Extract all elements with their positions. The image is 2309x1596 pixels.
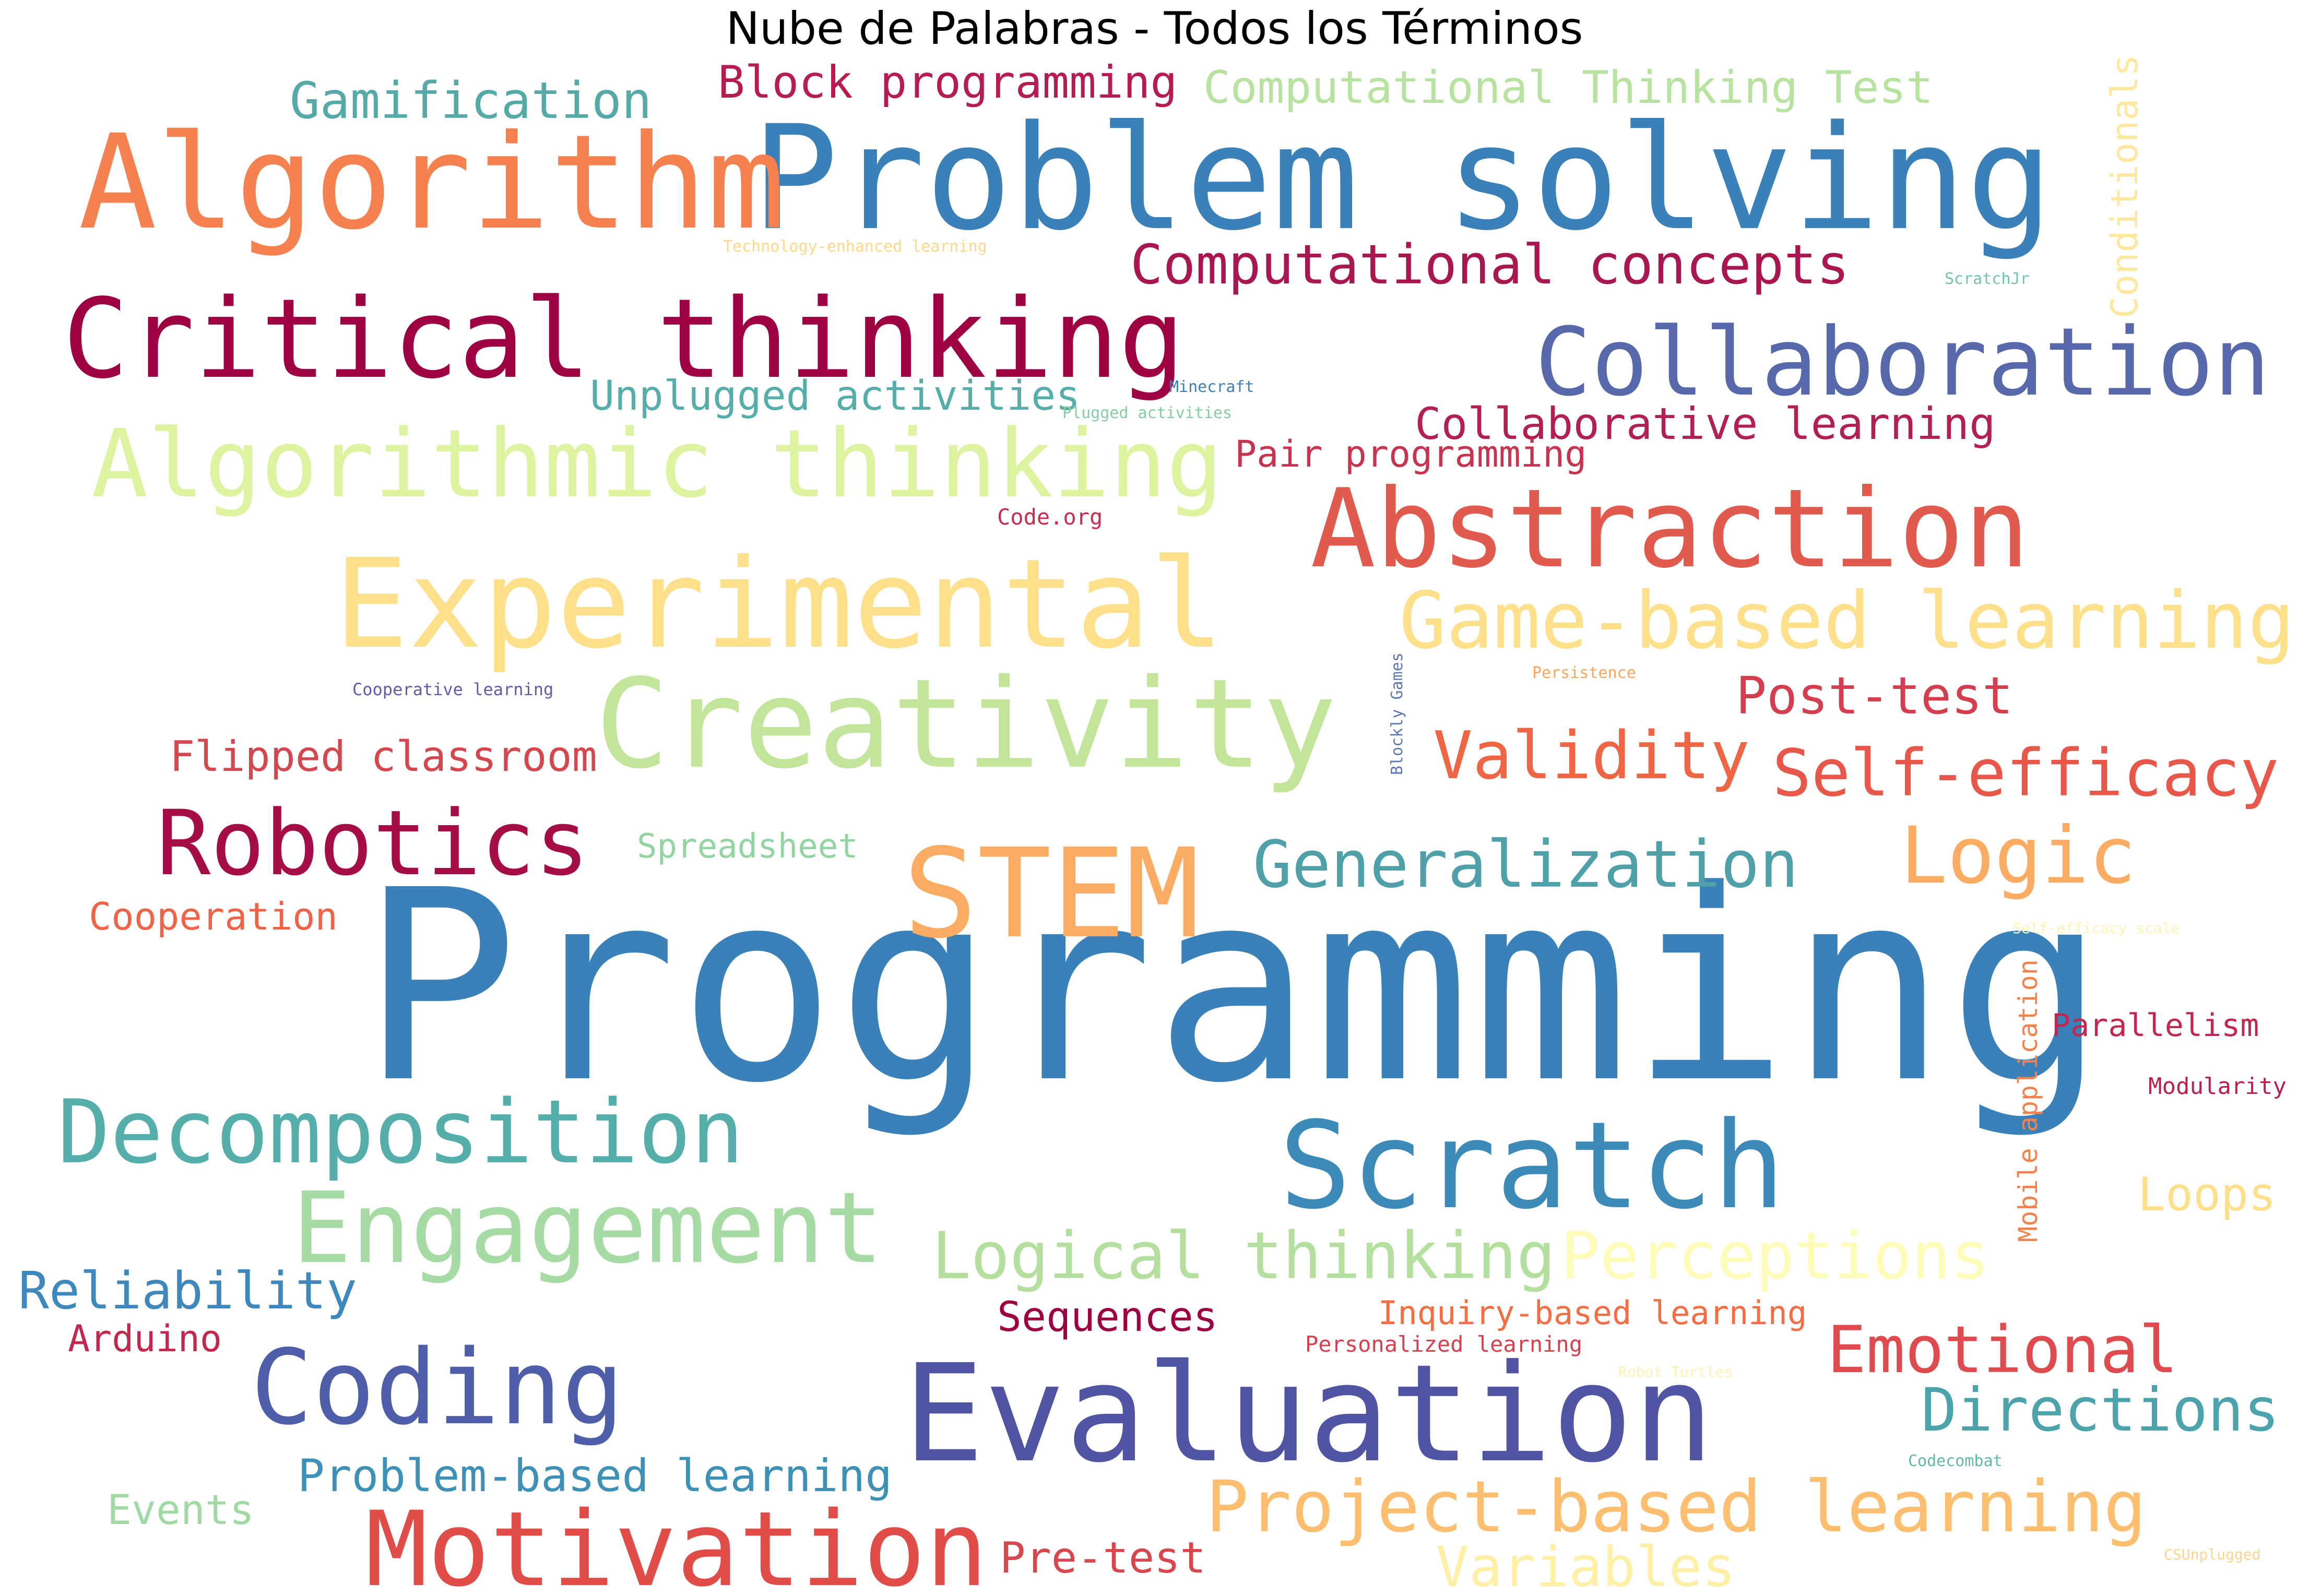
word-cooperation: Cooperation bbox=[89, 895, 338, 938]
word-block-programming: Block programming bbox=[718, 56, 1178, 109]
word-algorithm: Algorithm bbox=[78, 106, 786, 258]
word-project-based-learning: Project-based learning bbox=[1206, 1466, 2147, 1549]
word-motivation: Motivation bbox=[365, 1489, 988, 1596]
word-evaluation: Evaluation bbox=[903, 1336, 1714, 1492]
word-minecraft: Minecraft bbox=[1169, 378, 1254, 396]
word-robotics: Robotics bbox=[157, 791, 589, 896]
word-game-based-learning: Game-based learning bbox=[1399, 576, 2295, 666]
word-creativity: Creativity bbox=[595, 652, 1337, 796]
word-sequences: Sequences bbox=[997, 1294, 1218, 1341]
figure-title: Nube de Palabras - Todos los Términos bbox=[726, 3, 1583, 55]
word-loops: Loops bbox=[2138, 1168, 2276, 1221]
word-experimental: Experimental bbox=[334, 532, 1225, 676]
word-validity: Validity bbox=[1433, 717, 1750, 794]
word-mobile-application: Mobile application bbox=[2013, 959, 2043, 1242]
word-decomposition: Decomposition bbox=[57, 1081, 744, 1183]
word-pre-test: Pre-test bbox=[1000, 1533, 1206, 1583]
word-events: Events bbox=[107, 1487, 254, 1534]
word-collaboration: Collaboration bbox=[1535, 308, 2270, 417]
word-logic: Logic bbox=[1900, 811, 2136, 901]
word-post-test: Post-test bbox=[1736, 666, 2014, 726]
word-stem: STEM bbox=[903, 822, 1200, 966]
word-emotional: Emotional bbox=[1827, 1313, 2178, 1388]
word-coding: Coding bbox=[251, 1327, 624, 1448]
word-persistence: Persistence bbox=[1532, 664, 1636, 682]
word-self-efficacy-scale: Self-efficacy scale bbox=[2012, 920, 2180, 937]
word-spreadsheet: Spreadsheet bbox=[637, 827, 858, 866]
word-modularity: Modularity bbox=[2148, 1073, 2287, 1100]
word-perceptions: Perceptions bbox=[1561, 1219, 1990, 1294]
word-blockly-games: Blockly Games bbox=[1388, 652, 1406, 775]
word-plugged-activities: Plugged activities bbox=[1062, 404, 1233, 422]
word-problem-solving: Problem solving bbox=[752, 95, 2053, 263]
word-scratch: Scratch bbox=[1279, 1097, 1785, 1236]
word-conditionals: Conditionals bbox=[2103, 54, 2146, 318]
word-arduino: Arduino bbox=[68, 1317, 222, 1360]
word-critical-thinking: Critical thinking bbox=[63, 275, 1185, 403]
word-problem-based-learning: Problem-based learning bbox=[298, 1450, 893, 1502]
word-computational-thinking-test: Computational Thinking Test bbox=[1203, 62, 1933, 114]
word-directions: Directions bbox=[1921, 1375, 2280, 1445]
word-flipped-classroom: Flipped classroom bbox=[170, 732, 597, 781]
word-csunplugged: CSUnplugged bbox=[2164, 1546, 2261, 1563]
word-variables: Variables bbox=[1436, 1535, 1736, 1596]
word-programming: Programming bbox=[360, 834, 2106, 1141]
word-generalization: Generalization bbox=[1253, 827, 1799, 902]
word-computational-concepts: Computational concepts bbox=[1130, 233, 1850, 296]
word-collaborative-learning: Collaborative learning bbox=[1415, 398, 1996, 449]
word-cooperative-learning: Cooperative learning bbox=[352, 680, 554, 699]
word-engagement: Engagement bbox=[292, 1171, 883, 1285]
word-gamification: Gamification bbox=[290, 72, 652, 130]
word-technology-enhanced-learning: Technology-enhanced learning bbox=[723, 237, 987, 256]
word-reliability: Reliability bbox=[18, 1261, 358, 1321]
word-robot-turtles: Robot Turtles bbox=[1618, 1363, 1733, 1380]
word-scratchjr: ScratchJr bbox=[1945, 270, 2030, 288]
word-logical-thinking: Logical thinking bbox=[932, 1219, 1556, 1294]
word-personalized-learning: Personalized learning bbox=[1305, 1331, 1583, 1357]
word-inquiry-based-learning: Inquiry-based learning bbox=[1378, 1294, 1807, 1332]
word-code-org: Code.org bbox=[997, 504, 1103, 530]
word-unplugged-activities: Unplugged activities bbox=[590, 373, 1081, 420]
word-parallelism: Parallelism bbox=[2052, 1007, 2259, 1044]
word-self-efficacy: Self-efficacy bbox=[1772, 736, 2279, 811]
word-abstraction: Abstraction bbox=[1310, 466, 2030, 592]
word-algorithmic-thinking: Algorithmic thinking bbox=[91, 410, 1223, 519]
word-codecombat: Codecombat bbox=[1908, 1452, 2003, 1470]
word-pair-programming: Pair programming bbox=[1235, 433, 1587, 475]
